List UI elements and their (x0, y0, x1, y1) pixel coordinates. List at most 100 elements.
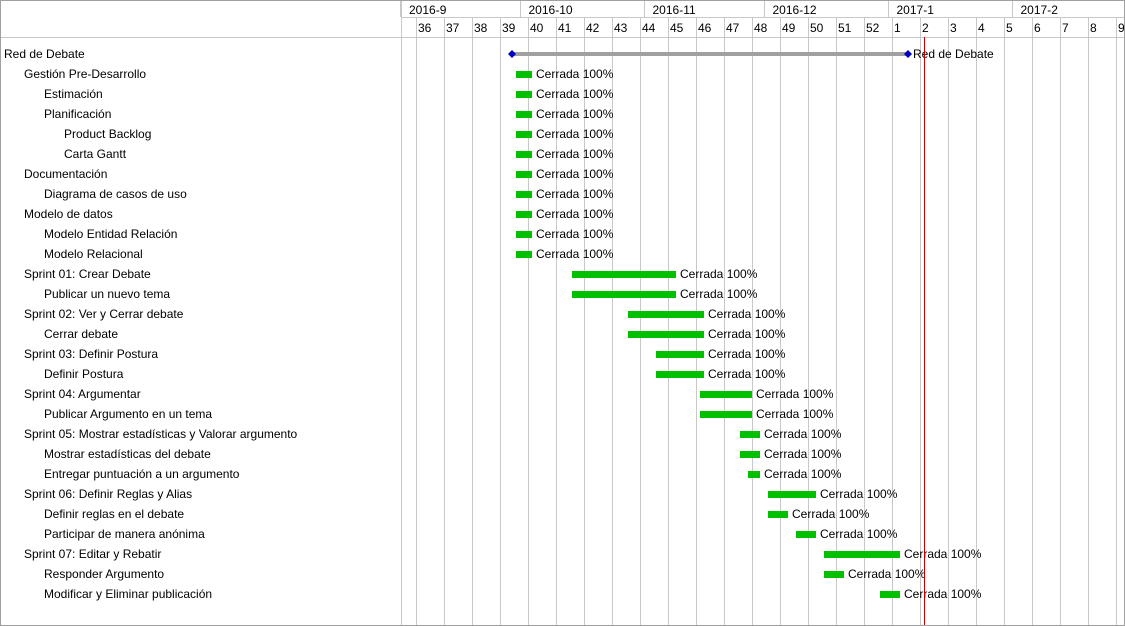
task-status-label: Cerrada 100% (536, 207, 614, 221)
task-bar (516, 251, 532, 258)
week-label: 8 (1090, 21, 1097, 35)
task-bar (656, 351, 704, 358)
month-label: 2016-12 (773, 3, 817, 17)
task-status-label: Cerrada 100% (536, 227, 614, 241)
task-bar (796, 531, 816, 538)
task-name: Sprint 01: Crear Debate (24, 267, 151, 281)
task-rows: Red de Debate Red de Debate Gestión Pre-De… (4, 47, 994, 601)
week-label: 44 (642, 21, 656, 35)
task-bar (824, 571, 844, 578)
week-label: 38 (474, 21, 488, 35)
task-name: Sprint 06: Definir Reglas y Alias (24, 487, 192, 501)
month-label: 2016-11 (653, 3, 696, 17)
task-name: Entregar puntuación a un argumento (44, 467, 240, 481)
week-label: 46 (698, 21, 712, 35)
month-label: 2016-9 (409, 3, 447, 17)
task-name: Definir Postura (44, 367, 124, 381)
task-status-label: Cerrada 100% (904, 547, 982, 561)
summary-label: Red de Debate (913, 47, 994, 61)
task-name: Responder Argumento (44, 567, 164, 581)
task-name: Modelo Relacional (44, 247, 143, 261)
end-milestone-icon (904, 50, 912, 58)
task-bar (700, 391, 752, 398)
week-label: 9 (1118, 21, 1125, 35)
month-label: 2017-1 (897, 3, 935, 17)
task-name: Red de Debate (4, 47, 85, 61)
week-label: 47 (726, 21, 740, 35)
task-name: Publicar Argumento en un tema (44, 407, 212, 421)
task-status-label: Cerrada 100% (764, 447, 842, 461)
task-bar (740, 451, 760, 458)
week-header: 36 37 38 39 40 41 42 43 44 45 46 47 48 49 50 51 52 1 2 3 4 5 6… (418, 21, 1125, 35)
task-status-label: Cerrada 100% (756, 387, 834, 401)
month-header: 2016-9 2016-10 2016-11 2016-12 2017-1 2017-2 (400, 0, 1058, 17)
task-name: Gestión Pre-Desarrollo (24, 67, 146, 81)
task-bar (516, 131, 532, 138)
task-status-label: Cerrada 100% (904, 587, 982, 601)
task-bar (628, 331, 704, 338)
task-bar (516, 71, 532, 78)
task-status-label: Cerrada 100% (536, 147, 614, 161)
week-label: 49 (782, 21, 796, 35)
task-status-label: Cerrada 100% (680, 287, 758, 301)
task-name: Carta Gantt (64, 147, 127, 161)
task-name: Sprint 03: Definir Postura (24, 347, 158, 361)
week-label: 36 (418, 21, 432, 35)
task-status-label: Cerrada 100% (536, 67, 614, 81)
task-name: Modificar y Eliminar publicación (44, 587, 212, 601)
task-bar (516, 171, 532, 178)
task-name: Sprint 02: Ver y Cerrar debate (24, 307, 184, 321)
task-status-label: Cerrada 100% (708, 347, 786, 361)
task-name: Cerrar debate (44, 327, 118, 341)
task-status-label: Cerrada 100% (536, 87, 614, 101)
task-name: Product Backlog (64, 127, 151, 141)
task-status-label: Cerrada 100% (820, 527, 898, 541)
task-status-label: Cerrada 100% (764, 427, 842, 441)
week-label: 39 (502, 21, 516, 35)
task-name: Modelo Entidad Relación (44, 227, 177, 241)
task-status-label: Cerrada 100% (848, 567, 926, 581)
task-bar (880, 591, 900, 598)
week-label: 2 (922, 21, 929, 35)
task-name: Diagrama de casos de uso (44, 187, 187, 201)
week-label: 40 (530, 21, 544, 35)
task-status-label: Cerrada 100% (536, 247, 614, 261)
task-bar (740, 431, 760, 438)
week-label: 48 (754, 21, 768, 35)
task-status-label: Cerrada 100% (536, 167, 614, 181)
task-bar (572, 291, 676, 298)
week-label: 43 (614, 21, 628, 35)
task-name: Definir reglas en el debate (44, 507, 184, 521)
week-label: 42 (586, 21, 600, 35)
task-name: Modelo de datos (24, 207, 113, 221)
task-name: Planificación (44, 107, 111, 121)
task-status-label: Cerrada 100% (536, 127, 614, 141)
task-name: Sprint 05: Mostrar estadísticas y Valora… (24, 427, 298, 441)
task-status-label: Cerrada 100% (708, 327, 786, 341)
task-status-label: Cerrada 100% (708, 307, 786, 321)
task-name: Sprint 07: Editar y Rebatir (24, 547, 161, 561)
task-status-label: Cerrada 100% (708, 367, 786, 381)
task-bar (516, 111, 532, 118)
week-label: 1 (894, 21, 901, 35)
task-bar (628, 311, 704, 318)
task-bar (516, 191, 532, 198)
month-label: 2016-10 (529, 3, 573, 17)
task-name: Mostrar estadísticas del debate (44, 447, 211, 461)
task-name: Estimación (44, 87, 103, 101)
task-status-label: Cerrada 100% (792, 507, 870, 521)
start-milestone-icon (508, 50, 516, 58)
week-label: 51 (838, 21, 852, 35)
task-bar (768, 511, 788, 518)
week-grid (416, 17, 1117, 626)
week-label: 5 (1006, 21, 1013, 35)
task-bar (656, 371, 704, 378)
task-name: Participar de manera anónima (44, 527, 205, 541)
week-label: 52 (866, 21, 880, 35)
task-name: Documentación (24, 167, 107, 181)
task-status-label: Cerrada 100% (536, 187, 614, 201)
task-status-label: Cerrada 100% (536, 107, 614, 121)
task-bar (516, 231, 532, 238)
